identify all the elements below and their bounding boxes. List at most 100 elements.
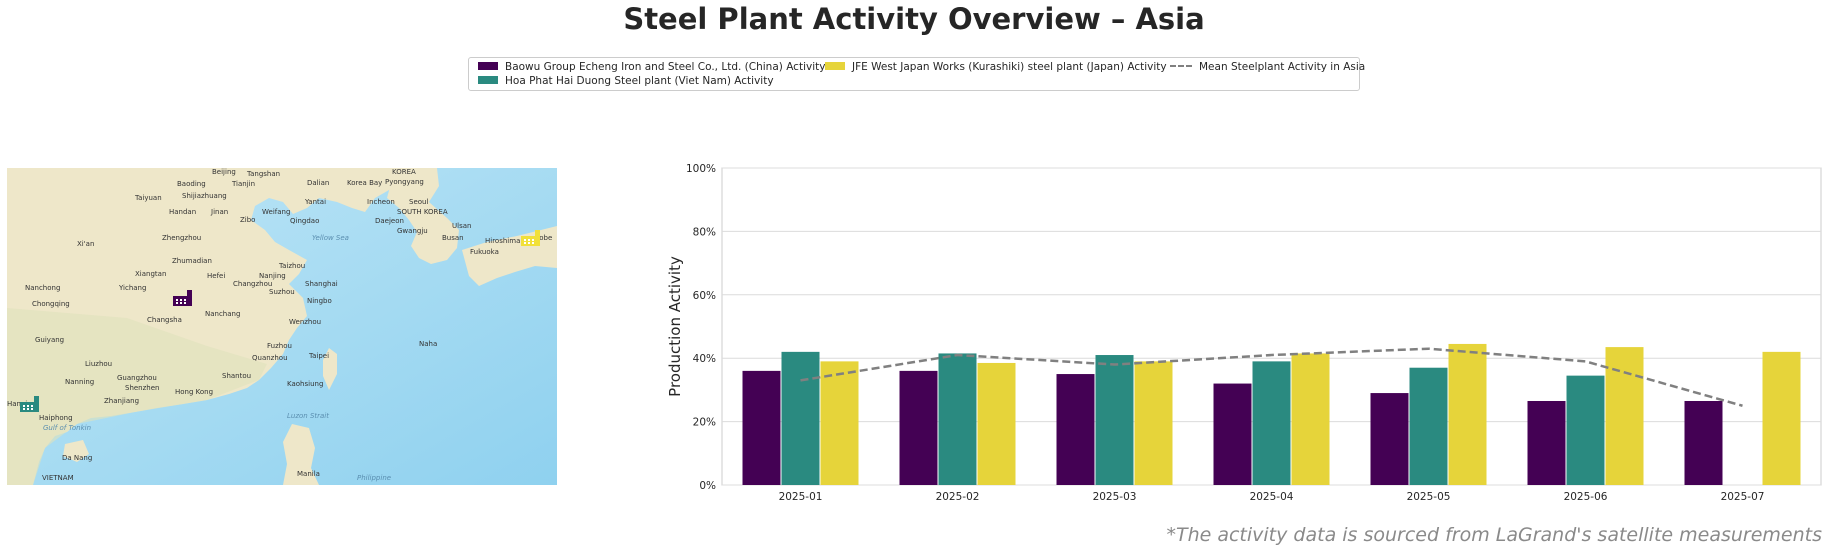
y-tick-label: 0% (699, 480, 716, 492)
legend-item-baowu: Baowu Group Echeng Iron and Steel Co., L… (478, 61, 825, 74)
legend-label-jfe: JFE West Japan Works (Kurashiki) steel p… (852, 61, 1167, 73)
asia-map: KOREA Beijing Tangshan Baoding Tianjin D… (7, 168, 557, 485)
map-label: Taiyuan (134, 194, 162, 202)
map-label: Kaohsiung (287, 380, 323, 388)
legend-swatch-jfe (825, 62, 845, 70)
bar (1409, 367, 1448, 485)
map-label: Busan (442, 234, 464, 242)
map-label: Weifang (262, 208, 290, 216)
map-label: Jinan (210, 208, 228, 216)
map-label: Nanjing (259, 272, 286, 280)
map-label: Gwangju (397, 227, 428, 235)
map-label: Handan (169, 208, 196, 216)
bar (977, 362, 1016, 485)
mean-line (800, 347, 1743, 407)
y-tick-label: 20% (693, 417, 716, 429)
bar (1762, 351, 1801, 485)
map-label: Shenzhen (125, 384, 159, 392)
y-tick-label: 100% (686, 163, 716, 175)
map-label: Hanoi (7, 400, 27, 408)
x-tick-label: 2025-03 (1093, 491, 1137, 503)
legend-label-baowu: Baowu Group Echeng Iron and Steel Co., L… (505, 61, 826, 73)
map-label: Shanghai (305, 280, 338, 288)
legend-label-hoaphat: Hoa Phat Hai Duong Steel plant (Viet Nam… (505, 75, 774, 87)
map-label: Xi'an (77, 240, 94, 248)
map-label: Incheon (367, 198, 395, 206)
map-label: Pyongyang (385, 178, 424, 186)
sea-label: Gulf of Tonkin (43, 424, 91, 432)
map-label: Liuzhou (85, 360, 112, 368)
map-label: Haiphong (39, 414, 73, 422)
bar (1291, 353, 1330, 485)
map-label: Tianjin (231, 180, 255, 188)
map-label: Nanchang (205, 310, 240, 318)
y-tick-label: 60% (693, 290, 716, 302)
map-label: Hong Kong (175, 388, 213, 396)
map-svg: KOREA Beijing Tangshan Baoding Tianjin D… (7, 168, 557, 485)
map-label: Hiroshima (485, 237, 520, 245)
y-tick-label: 40% (693, 353, 716, 365)
bar (1566, 375, 1605, 485)
map-label: Suzhou (269, 288, 295, 296)
map-label: Taizhou (278, 262, 305, 270)
bar (820, 361, 859, 485)
map-label: Da Nang (62, 454, 92, 462)
legend-label-mean: Mean Steelplant Activity in Asia (1199, 61, 1366, 73)
sea-label: Luzon Strait (287, 412, 329, 420)
bar (1605, 347, 1644, 485)
sea-label: Yellow Sea (312, 234, 349, 242)
bar (1527, 400, 1566, 485)
land-hainan (63, 440, 89, 462)
legend-item-jfe: JFE West Japan Works (Kurashiki) steel p… (825, 61, 1167, 74)
map-label: Quanzhou (252, 354, 288, 362)
map-label: Ningbo (307, 297, 332, 305)
map-labels: KOREA Beijing Tangshan Baoding Tianjin D… (7, 168, 552, 482)
bar (1684, 400, 1723, 485)
bar (1095, 355, 1134, 485)
map-label: Chongqing (32, 300, 70, 308)
map-label: VIETNAM (42, 474, 74, 482)
map-label: Tangshan (246, 170, 280, 178)
map-label: Changsha (147, 316, 182, 324)
map-label: Yichang (118, 284, 146, 292)
map-label: Xiangtan (135, 270, 166, 278)
map-label: Zibo (240, 216, 255, 224)
bar (1134, 361, 1173, 485)
map-label: Shantou (222, 372, 251, 380)
land-south-tint (7, 308, 267, 485)
legend-swatch-mean (1170, 65, 1192, 67)
sea-label: Philippine (357, 474, 391, 482)
map-label: SOUTH KOREA (397, 208, 448, 216)
map-label: Zhumadian (172, 257, 212, 265)
x-tick-label: 2025-05 (1407, 491, 1451, 503)
map-label: Yantai (304, 198, 326, 206)
legend-item-mean: Mean Steelplant Activity in Asia (1170, 61, 1365, 74)
x-tick-label: 2025-02 (936, 491, 980, 503)
map-label: Nanchong (25, 284, 60, 292)
map-label: Zhengzhou (162, 234, 201, 242)
bar (1448, 343, 1487, 485)
bar (1252, 361, 1291, 485)
map-label: Changzhou (233, 280, 272, 288)
map-label: Fuzhou (267, 342, 292, 350)
map-label: Wenzhou (289, 318, 321, 326)
y-axis-label: Production Activity (666, 256, 684, 397)
y-tick-label: 80% (693, 226, 716, 238)
map-label: Qingdao (290, 217, 319, 225)
map-label: Dalian (307, 179, 329, 187)
map-label: Guangzhou (117, 374, 157, 382)
map-label: Kobe (535, 234, 552, 242)
legend: Baowu Group Echeng Iron and Steel Co., L… (468, 57, 1365, 91)
land-taiwan (323, 348, 337, 390)
map-label: Daejeon (375, 217, 404, 225)
bar (899, 370, 938, 485)
map-label: Taipei (308, 352, 329, 360)
factory-icon-vietnam (20, 396, 39, 412)
bar (742, 370, 781, 485)
x-tick-label: 2025-01 (779, 491, 823, 503)
map-label: KOREA (392, 168, 416, 176)
x-tick-label: 2025-06 (1564, 491, 1608, 503)
map-label: Zhanjiang (104, 397, 139, 405)
factory-icon-china (173, 290, 192, 306)
map-label: Hefei (207, 272, 225, 280)
